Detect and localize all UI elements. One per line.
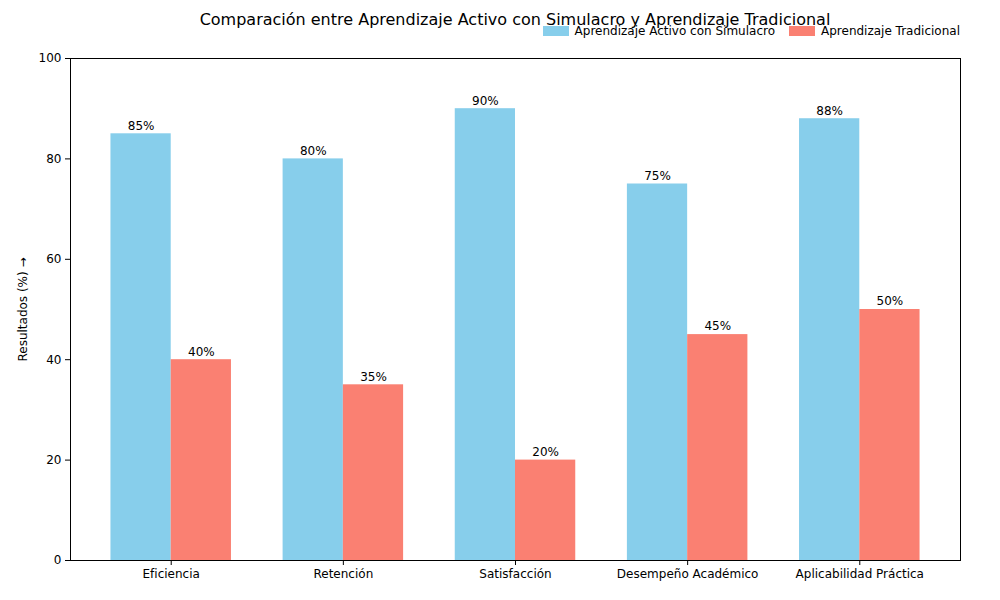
html-text:Aprendizaje Tradicional: Aprendizaje Tradicional <box>821 24 960 38</box>
svg-text:Eficiencia: Eficiencia <box>143 567 200 581</box>
svg-text:40: 40 <box>46 353 61 367</box>
html-text:Aprendizaje Activo con Simulac: Aprendizaje Activo con Simulacro <box>574 24 775 38</box>
svg-text:40%: 40% <box>188 345 215 359</box>
svg-text:Desempeño Académico: Desempeño Académico <box>617 567 759 581</box>
svg-text:100: 100 <box>39 51 62 65</box>
svg-text:90%: 90% <box>472 94 499 108</box>
svg-text:0: 0 <box>54 553 62 567</box>
svg-text:85%: 85% <box>128 119 155 133</box>
svg-text:Resultados (%) →: Resultados (%) → <box>16 257 30 361</box>
svg-text:35%: 35% <box>360 370 387 384</box>
svg-text:50%: 50% <box>877 294 904 308</box>
svg-text:60: 60 <box>46 252 61 266</box>
svg-text:75%: 75% <box>644 169 671 183</box>
svg-text:88%: 88% <box>816 104 843 118</box>
svg-text:20%: 20% <box>532 445 559 459</box>
svg-text:Aplicabilidad Práctica: Aplicabilidad Práctica <box>796 567 924 581</box>
svg-text:80: 80 <box>46 152 61 166</box>
svg-text:45%: 45% <box>704 319 731 333</box>
html-text:Comparación entre Aprendizaje: Comparación entre Aprendizaje Activo con… <box>199 10 831 29</box>
svg-text:Retención: Retención <box>313 567 373 581</box>
svg-text:20: 20 <box>46 453 61 467</box>
svg-text:80%: 80% <box>300 144 327 158</box>
svg-text:Satisfacción: Satisfacción <box>479 567 551 581</box>
